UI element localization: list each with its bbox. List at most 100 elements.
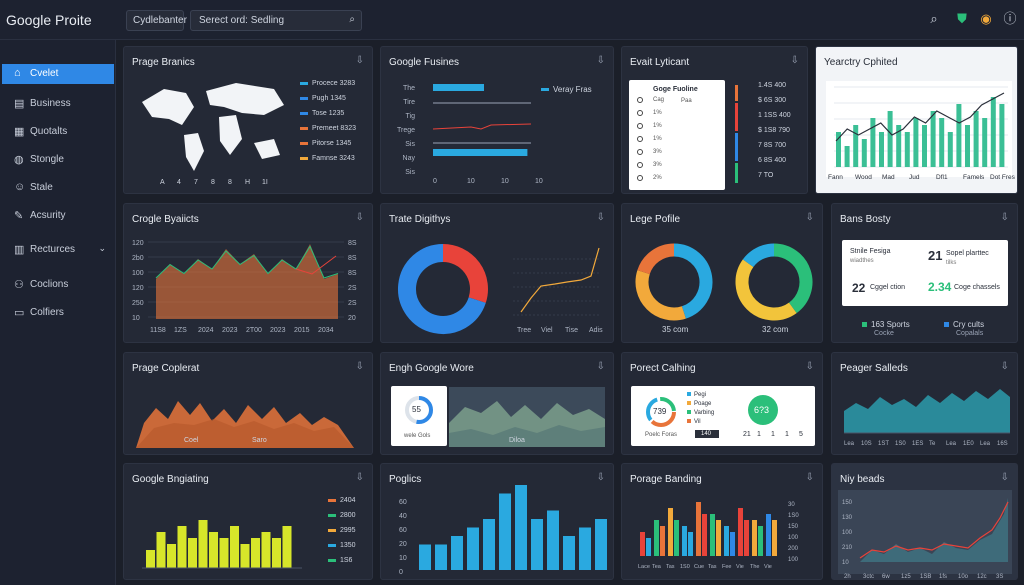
x-tick-label: Tas <box>666 564 675 570</box>
y-tick-label: 120 <box>132 240 144 247</box>
x-tick-label: Lea <box>946 441 957 447</box>
circle-icon <box>637 97 643 103</box>
export-icon[interactable]: ⇩ <box>1000 212 1009 223</box>
search-icon[interactable]: ⌕ <box>930 11 938 26</box>
x-tick-label: 3S <box>996 574 1003 580</box>
export-icon[interactable]: ⇩ <box>805 361 814 372</box>
export-icon[interactable]: ⇩ <box>1000 472 1009 483</box>
x-tick-label: Te <box>929 441 936 447</box>
bar <box>251 538 260 568</box>
search-icon[interactable]: ⌕ <box>349 14 355 25</box>
export-icon[interactable]: ⇩ <box>1000 361 1009 372</box>
bar <box>696 502 701 556</box>
y-tick-label: 250 <box>132 300 144 307</box>
card-title: Evait Lyticant <box>630 57 690 68</box>
bar <box>261 532 271 568</box>
sidebar-item-quotalts[interactable]: ▦ Quotalts <box>2 122 114 142</box>
sidebar-item-label: Cvelet <box>30 68 59 79</box>
y-tick-label: 130 <box>842 515 853 521</box>
sidebar: ⌂ Cvelet ▤ Business ▦ Quotalts ◍ Stongle ☺ St… <box>0 40 116 585</box>
map-tick-label: 4 <box>177 179 181 186</box>
sidebar-item-recturces[interactable]: ▥ Recturces ⌄ <box>2 240 114 260</box>
bar <box>240 544 250 568</box>
export-icon[interactable]: ⇩ <box>596 212 605 223</box>
gauge-value: 1 1SS 400 <box>758 112 791 119</box>
sidebar-item-business[interactable]: ▤ Business <box>2 94 114 114</box>
export-icon[interactable]: ⇩ <box>596 55 605 66</box>
x-tick-label: 2015 <box>294 327 310 334</box>
y-tick-label: 30 <box>788 502 795 508</box>
panel-row-label: 3% <box>653 162 662 168</box>
bar <box>772 520 777 556</box>
card-lege-pofile: Lege Pofile ⇩ 35 com 32 com <box>621 203 823 343</box>
bar <box>836 132 841 167</box>
bar <box>230 526 239 568</box>
x-tick-label: 2h <box>844 574 851 580</box>
top-bar: Google Proite Cydlebanter Serect ord: Se… <box>0 0 1024 40</box>
legend-item: Tose 1235 <box>300 110 344 117</box>
x-tick-label: 16S <box>997 441 1008 447</box>
y-tick-label: 200 <box>788 546 799 552</box>
sidebar-item-acsurity[interactable]: ✎ Acsurity <box>2 206 114 226</box>
sidebar-item-stongle[interactable]: ◍ Stongle <box>2 150 114 170</box>
legend-swatch <box>328 513 336 517</box>
legend-item: Veray Fras <box>541 85 592 94</box>
x-tick-label: 1S0 <box>895 441 906 447</box>
legend-item: Procece 3283 <box>300 80 355 87</box>
legend-value: 1345 <box>330 95 346 102</box>
bar <box>956 104 962 167</box>
x-tick-label: 1ZS <box>174 327 187 334</box>
export-icon[interactable]: ⇩ <box>790 55 799 66</box>
y-tick-label: 2b0 <box>132 255 144 262</box>
sidebar-item-cvelet[interactable]: ⌂ Cvelet <box>2 64 114 84</box>
series-line <box>835 92 1005 142</box>
export-icon[interactable]: ⇩ <box>355 472 364 483</box>
bar <box>939 118 945 167</box>
card-title: Porage Banding <box>630 474 702 485</box>
chrome-icon[interactable]: ◉ <box>980 11 992 26</box>
sidebar-item-colfiers[interactable]: ▭ Colfiers <box>2 303 114 323</box>
x-tick-label: 1fs <box>939 574 947 580</box>
x-tick-label: 2024 <box>198 327 214 334</box>
stat-title: Cggel ction <box>870 284 906 291</box>
y-tick-label: 1S0 <box>788 513 799 519</box>
pie-slice <box>635 270 686 321</box>
card-yearctry-cphited: Yearctry Cphited Fann Wood Mad Jud Dfl1 Famel… <box>815 46 1018 194</box>
gauge-value: 6?3 <box>754 405 770 415</box>
sidebar-item-label: Stongle <box>30 154 64 165</box>
shield-icon[interactable]: ⛊ <box>957 11 967 26</box>
export-icon[interactable]: ⇩ <box>805 472 814 483</box>
chevron-down-icon[interactable]: ⌄ <box>98 243 106 253</box>
sidebar-item-coclions[interactable]: ⚇ Coclions <box>2 275 114 295</box>
gauge-panel: 55 wele Gols <box>391 386 447 446</box>
legend-label: Pegi <box>694 392 707 398</box>
bar <box>853 125 859 167</box>
card-google-fusines: Google Fusines ⇩ Veray Fras The Tire Tig Tr… <box>380 46 614 194</box>
export-icon[interactable]: ⇩ <box>355 212 364 223</box>
pie-slice <box>773 243 813 314</box>
area-label: Coel <box>184 437 199 444</box>
export-icon[interactable]: ⇩ <box>596 472 605 483</box>
export-icon[interactable]: ⇩ <box>355 55 364 66</box>
gauge-value: 1.4S 400 <box>758 82 787 89</box>
legend-swatch <box>328 543 336 547</box>
card-title: Bans Bosty <box>840 214 891 225</box>
legend-label: Poage <box>694 401 712 407</box>
view-select[interactable]: Cydlebanter <box>126 10 187 31</box>
pie-slice <box>742 243 775 268</box>
legend-swatch <box>328 558 336 562</box>
map-tick-label: 8 <box>228 179 232 186</box>
gauge-value: $ 1S8 790 <box>758 127 790 134</box>
export-icon[interactable]: ⇩ <box>355 361 364 372</box>
card-bans-bosty: Bans Bosty ⇩ Stnile Fesiga wiadthes 21 S… <box>831 203 1018 343</box>
info-icon[interactable]: ⓘ <box>1003 11 1017 26</box>
y-tick-label: 8S <box>348 255 357 262</box>
export-icon[interactable]: ⇩ <box>596 361 605 372</box>
stat-title: Stnile Fesiga <box>850 248 891 255</box>
legend-label: Premeet <box>312 125 341 132</box>
bar <box>922 125 927 167</box>
search-input[interactable]: Serect ord: Sedling ⌕ <box>190 10 362 31</box>
export-icon[interactable]: ⇩ <box>805 212 814 223</box>
sidebar-item-stale[interactable]: ☺ Stale <box>2 178 114 198</box>
legend-swatch <box>300 111 308 115</box>
